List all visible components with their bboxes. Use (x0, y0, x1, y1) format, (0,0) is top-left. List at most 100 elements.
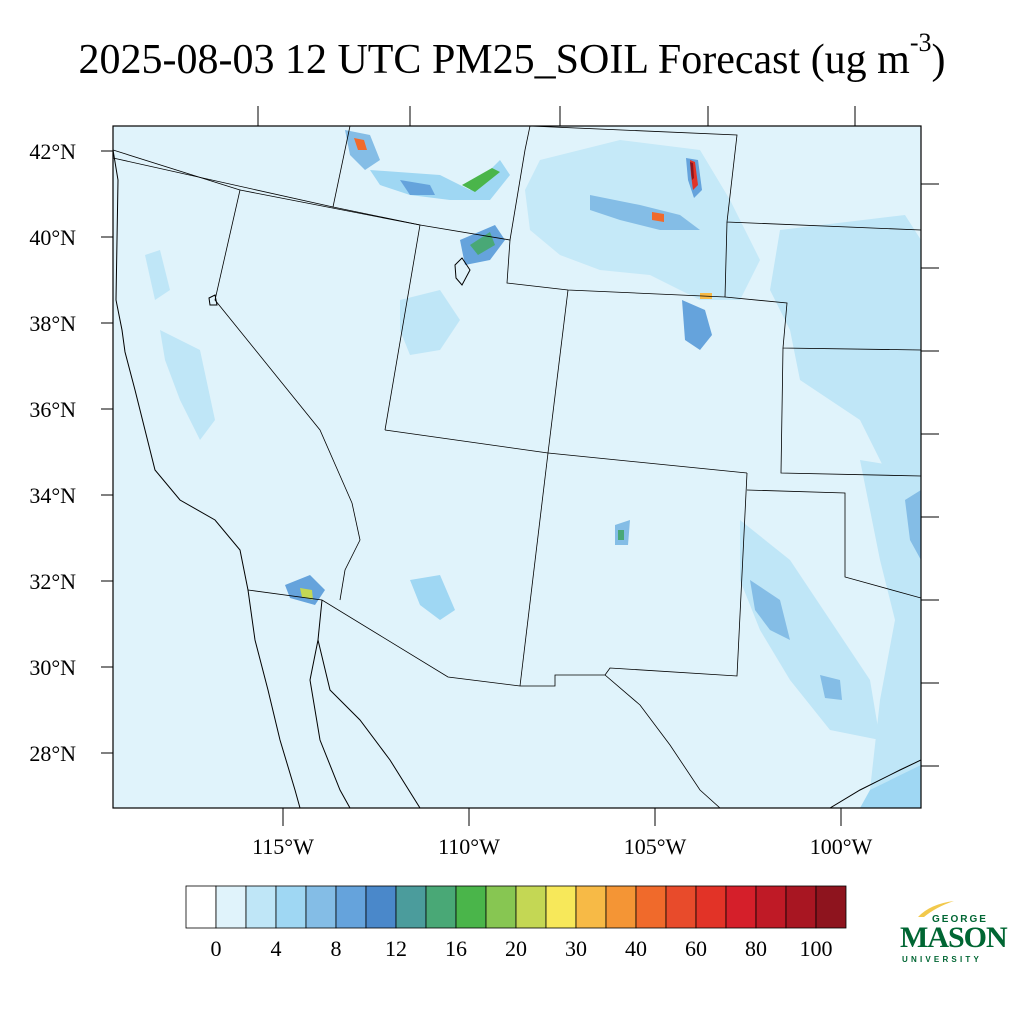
lat-label-34: 34°N (29, 483, 76, 508)
plume-idaho-core (400, 180, 435, 195)
lat-label-40: 40°N (29, 225, 76, 250)
plume-utah-green (470, 232, 495, 255)
coastline-gulf-of-california-east (317, 599, 421, 808)
colorbar-swatch (455, 885, 487, 929)
latitude-axis: 42°N 40°N 38°N 36°N 34°N 32°N 30°N 28°N (29, 139, 113, 766)
colorbar-tick-label: 8 (331, 936, 342, 961)
colorbar-swatch (515, 885, 547, 929)
colorbar-tick-label: 20 (505, 936, 527, 961)
colorbar-swatch (785, 885, 817, 929)
boundary-arizona-california (339, 502, 361, 601)
colorbar-swatch (365, 885, 397, 929)
boundary-texas-panhandle (746, 489, 921, 599)
plume-texas-east (860, 460, 921, 808)
colorbar-tick-label: 0 (211, 936, 222, 961)
boundary-colorado-kansas (724, 296, 921, 351)
colorbar-swatch (815, 885, 847, 929)
colorbar-swatch (275, 885, 307, 929)
boundary-northern-states (113, 126, 531, 241)
right-ticks (921, 183, 939, 767)
map-frame (112, 125, 922, 809)
colorbar-tick-label: 40 (625, 936, 647, 961)
colorbar-tick-label: 12 (385, 936, 407, 961)
plume-arizona-south (410, 575, 455, 620)
colorbar-swatch (215, 885, 247, 929)
state-boundaries (113, 126, 921, 808)
colorbar-swatch (485, 885, 517, 929)
plume-texas-core (750, 580, 790, 640)
colorbar-swatch (725, 885, 757, 929)
colorbar-labels: 0 4 8 12 16 20 30 40 60 80 100 (211, 936, 833, 961)
boundary-utah-colorado (547, 289, 569, 454)
plume-texas-spot (820, 675, 842, 700)
lat-label-32: 32°N (29, 569, 76, 594)
colorbar-swatch (395, 885, 427, 929)
lat-label-42: 42°N (29, 139, 76, 164)
colorbar-swatch (635, 885, 667, 929)
colorbar-swatch (695, 885, 727, 929)
plume-nevada-west (145, 250, 170, 300)
map-title-text: 2025-08-03 12 UTC PM25_SOIL Forecast (ug… (78, 37, 910, 83)
plume-colorado-spot (682, 300, 712, 350)
colorbar-swatch (665, 885, 697, 929)
boundary-new-mexico-texas (604, 472, 748, 677)
logo-mason-text: MASON (900, 921, 1008, 954)
plume-utah-central (400, 290, 460, 355)
plume-idaho-hotspot (354, 138, 367, 150)
colorbar-swatch (335, 885, 367, 929)
lat-label-36: 36°N (29, 397, 76, 422)
top-ticks (257, 106, 856, 126)
boundary-us-mexico (247, 589, 721, 808)
concentration-field (145, 130, 921, 808)
plume-gulf-coast (860, 765, 921, 808)
colorbar: 0 4 8 12 16 20 30 40 60 80 100 (185, 885, 847, 961)
lon-label-110: 110°W (438, 834, 500, 859)
plume-idaho-green (462, 168, 500, 192)
boundary-idaho-nevada (332, 126, 351, 208)
coastline-gulf-of-mexico (829, 759, 921, 808)
boundary-nevada-utah (239, 189, 421, 431)
coastlines (113, 149, 921, 808)
colorbar-swatch (575, 885, 607, 929)
colorbar-swatch (605, 885, 637, 929)
colorbar-tick-label: 100 (800, 936, 833, 961)
colorbar-tick-label: 80 (745, 936, 767, 961)
map-title-superscript: -3 (909, 28, 932, 57)
colorbar-swatch (425, 885, 457, 929)
colorbar-tick-label: 30 (565, 936, 587, 961)
great-salt-lake (454, 257, 471, 286)
colorbar-swatch (245, 885, 277, 929)
coastline-pacific (113, 149, 301, 808)
plume-oklahoma-edge (905, 490, 921, 560)
plume-texas-west (740, 520, 880, 740)
colorbar-swatch (185, 885, 217, 929)
colorbar-swatch (305, 885, 337, 929)
map-title-closing: ) (931, 37, 946, 83)
boundary-california-nevada (113, 149, 353, 504)
plume-wyoming-spot (652, 212, 664, 222)
plume-wyoming-hotspot-core (690, 162, 694, 180)
lat-label-38: 38°N (29, 311, 76, 336)
map-title: 2025-08-03 12 UTC PM25_SOIL Forecast (ug… (0, 30, 1024, 86)
boundary-kansas-oklahoma (780, 347, 921, 477)
colorbar-swatch (545, 885, 577, 929)
gmu-logo: GEORGE MASON UNIVERSITY (896, 900, 1008, 970)
lon-label-105: 105°W (624, 834, 687, 859)
lon-label-100: 100°W (810, 834, 873, 859)
colorbar-swatches (185, 885, 847, 929)
colorbar-tick-label: 16 (445, 936, 467, 961)
logo-university-text: UNIVERSITY (902, 955, 983, 964)
colorbar-swatch (755, 885, 787, 929)
longitude-axis: 115°W 110°W 105°W 100°W (252, 808, 873, 859)
plume-california (160, 330, 215, 440)
plume-great-plains (770, 215, 921, 520)
lake-tahoe (208, 294, 218, 306)
plume-yuma-core (300, 588, 313, 600)
colorbar-tick-label: 60 (685, 936, 707, 961)
logo-george-text: GEORGE (932, 914, 988, 925)
plume-new-mexico-core (618, 530, 624, 540)
lat-label-28: 28°N (29, 741, 76, 766)
lat-label-30: 30°N (29, 655, 76, 680)
colorbar-tick-label: 4 (271, 936, 282, 961)
boundary-arizona-new-mexico (519, 452, 549, 687)
